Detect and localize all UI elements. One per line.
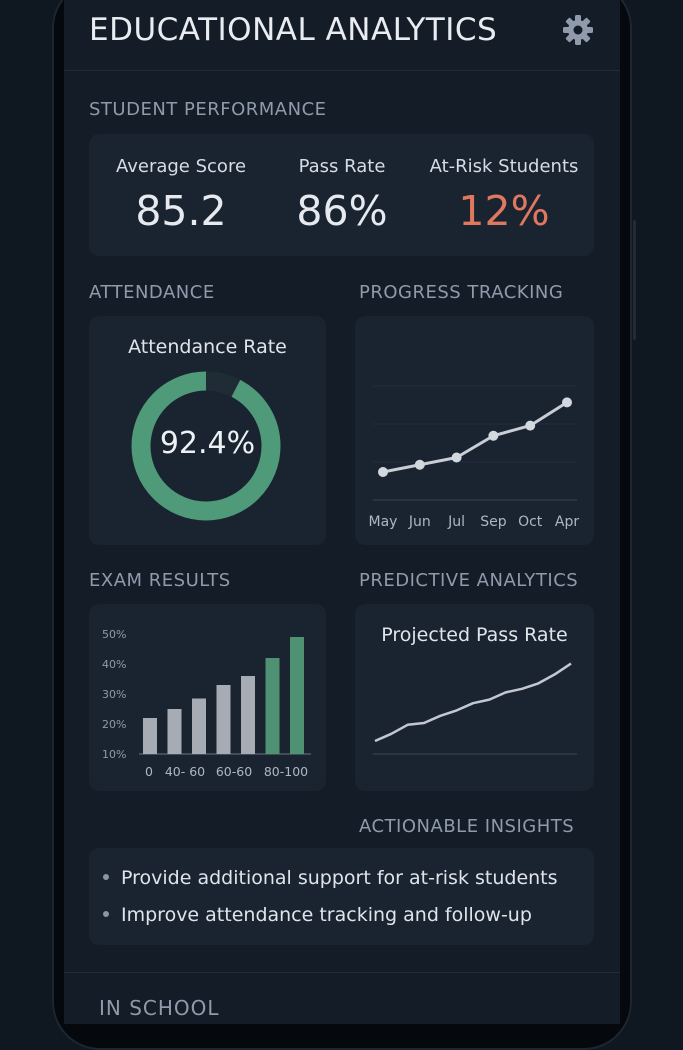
app-header: EDUCATIONAL ANALYTICS: [64, 0, 620, 71]
student-performance-title: STUDENT PERFORMANCE: [89, 99, 327, 120]
donut-arc: [131, 371, 281, 521]
bar: [167, 709, 182, 754]
insight-text: Improve attendance tracking and follow-u…: [121, 904, 532, 926]
y-tick-label: 10%: [102, 748, 126, 761]
bar: [216, 685, 231, 754]
kpi-pass-rate: Pass Rate 86%: [258, 134, 426, 235]
y-tick-label: 40%: [102, 658, 126, 671]
bar: [265, 658, 280, 754]
x-tick-label: May: [369, 514, 398, 530]
kpi-label: Average Score: [115, 156, 247, 177]
x-tick-label: Sep: [480, 514, 507, 530]
data-point: [562, 397, 572, 408]
attendance-card: Attendance Rate 92.4%: [89, 316, 326, 545]
progress-tracking-title: PROGRESS TRACKING: [359, 282, 564, 303]
bar: [290, 637, 304, 754]
device-side-button: [633, 220, 636, 340]
y-tick-label: 20%: [102, 718, 126, 731]
kpi-value: 12%: [458, 187, 550, 235]
bullet-icon: [103, 910, 109, 917]
kpi-average-score: Average Score 85.2: [97, 134, 265, 235]
x-tick-label: 80-100: [264, 764, 308, 779]
attendance-title: ATTENDANCE: [89, 282, 215, 303]
x-tick-label: 0: [145, 764, 153, 779]
kpi-value: 85.2: [135, 187, 227, 235]
exam-card: 50% 40% 30% 20% 10% 0 40- 60 60-60 80-100: [89, 604, 326, 791]
progress-card: May Jun Jul Sep Oct Apr: [355, 316, 594, 545]
gear-icon[interactable]: [562, 14, 594, 46]
bar: [241, 676, 255, 754]
bar: [192, 698, 206, 754]
x-tick-label: Oct: [518, 514, 543, 530]
exam-chart: 50% 40% 30% 20% 10% 0 40- 60 60-60 80-100: [102, 628, 311, 779]
progress-line: [382, 401, 568, 474]
screen: EDUCATIONAL ANALYTICS STUDENT PERFORMANC…: [64, 0, 620, 1024]
projection-line: [374, 662, 572, 743]
insights-card: Provide additional support for at-risk s…: [89, 848, 594, 945]
projected-pass-rate-title: Projected Pass Rate: [381, 624, 568, 646]
predictive-card: Projected Pass Rate: [355, 604, 594, 791]
bar: [143, 718, 157, 754]
data-point: [488, 430, 499, 441]
kpi-value: 86%: [296, 187, 388, 235]
x-tick-label: 60-60: [216, 764, 252, 779]
footer-label[interactable]: IN SCHOOL: [99, 996, 220, 1020]
exam-results-title: EXAM RESULTS: [89, 570, 231, 591]
data-point: [414, 459, 425, 470]
predictive-analytics-title: PREDICTIVE ANALYTICS: [359, 570, 579, 591]
actionable-insights-title: ACTIONABLE INSIGHTS: [359, 816, 575, 837]
kpi-label: At-Risk Students: [429, 156, 579, 177]
x-tick-label: Jun: [408, 514, 431, 530]
progress-chart: May Jun Jul Sep Oct Apr: [369, 385, 579, 530]
performance-card: Average Score 85.2 Pass Rate 86% At-Risk…: [89, 134, 594, 256]
app-title: EDUCATIONAL ANALYTICS: [89, 12, 498, 48]
y-tick-label: 30%: [102, 688, 126, 701]
data-point: [378, 467, 388, 477]
attendance-rate-value: 92.4%: [159, 426, 256, 461]
attendance-rate-title: Attendance Rate: [128, 336, 287, 358]
insight-item: Provide additional support for at-risk s…: [103, 867, 558, 889]
data-point: [451, 452, 462, 463]
kpi-at-risk-students: At-Risk Students 12%: [420, 134, 588, 235]
data-point: [525, 420, 536, 431]
insight-item: Improve attendance tracking and follow-u…: [103, 904, 532, 926]
y-tick-label: 50%: [102, 628, 126, 641]
kpi-label: Pass Rate: [298, 156, 386, 177]
insight-text: Provide additional support for at-risk s…: [121, 867, 558, 889]
attendance-donut: [131, 371, 281, 521]
footer-divider: [64, 972, 620, 973]
x-tick-label: Apr: [555, 514, 579, 530]
bullet-icon: [103, 873, 109, 880]
x-tick-label: 40- 60: [165, 764, 205, 779]
predictive-chart: [373, 662, 577, 755]
x-tick-label: Jul: [447, 514, 465, 530]
